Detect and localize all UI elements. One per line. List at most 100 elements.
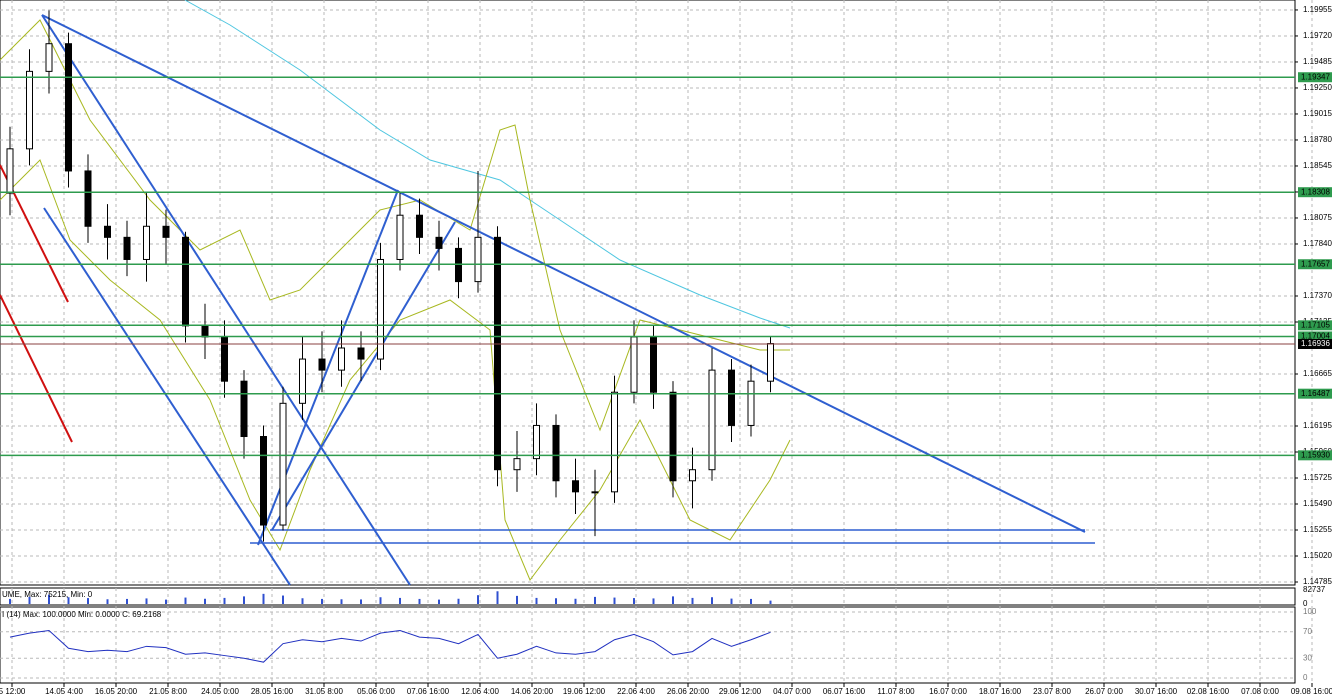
y-tick-label: 1.19250 [1303, 83, 1332, 92]
y-tick-label: 100 [1303, 607, 1317, 616]
candle-body [84, 170, 92, 227]
y-tick-label: 1.18780 [1303, 135, 1332, 144]
volume-bar [204, 598, 206, 604]
volume-bar [379, 597, 382, 604]
candle-body [513, 458, 521, 471]
x-tick-label: 06.07 16:00 [823, 687, 866, 696]
candle-body [708, 369, 716, 471]
volume-bar [516, 595, 518, 604]
volume-bar [340, 599, 343, 604]
volume-bar [730, 598, 733, 604]
level-label: 1.18308 [1301, 187, 1330, 196]
volume-bar [243, 596, 245, 604]
volume-bar [633, 598, 635, 604]
y-tick-label: 70 [1303, 627, 1312, 636]
level-label-box [1298, 388, 1332, 399]
candle-body [669, 391, 677, 482]
y-tick-label: 1.15255 [1303, 525, 1332, 534]
y-tick-label: 1.14785 [1303, 577, 1332, 586]
x-tick-label: 11.07 8:00 [877, 687, 915, 696]
candle-body [728, 369, 735, 426]
volume-bar [399, 597, 401, 604]
candle-body [26, 70, 33, 150]
trend-line [43, 207, 291, 586]
volume-bar [477, 595, 479, 604]
volume-bar [360, 599, 362, 604]
level-label-box [1298, 320, 1332, 331]
candle-body [435, 236, 443, 249]
volume-bar [48, 594, 50, 604]
x-tick-label: 16.05 20:00 [95, 687, 138, 696]
x-tick-label: 31.05 8:00 [305, 687, 343, 696]
volume-bar [165, 599, 167, 604]
x-tick-label: 07.08 0:00 [1241, 687, 1279, 696]
candle-body [45, 43, 53, 72]
x-tick-label: 22.06 4:00 [617, 687, 655, 696]
volume-bar [418, 598, 421, 604]
y-tick-label: 1.15490 [1303, 499, 1332, 508]
y-tick-label: 1.17370 [1303, 291, 1332, 300]
x-tick-label: 24.05 0:00 [201, 687, 239, 696]
candle-body [416, 214, 423, 238]
volume-bar [574, 598, 577, 604]
candle-body [318, 358, 326, 371]
volume-bar [184, 597, 187, 604]
x-tick-label: 28.05 16:00 [251, 687, 294, 696]
volume-bar [301, 598, 304, 604]
volume-bar [496, 591, 499, 604]
y-tick-label: 1.18075 [1303, 213, 1332, 222]
candle-body [650, 336, 657, 393]
candle-body [455, 247, 462, 283]
x-tick-label: 14.05 4:00 [45, 687, 83, 696]
candle-body [377, 258, 384, 360]
volume-bar [321, 598, 323, 604]
y-tick-label: 1.15020 [1303, 551, 1332, 560]
volume-bar [126, 598, 128, 604]
level-label: 1.17657 [1301, 259, 1330, 268]
volume-bar [282, 595, 284, 604]
level-label: 1.16487 [1301, 389, 1330, 398]
volume-bar [106, 599, 109, 604]
volume-bar [711, 597, 713, 604]
level-label: 1.19347 [1301, 72, 1330, 81]
x-tick-label: 26.06 20:00 [667, 687, 710, 696]
moving-average [184, 0, 791, 329]
y-tick-label: 1.18545 [1303, 161, 1332, 170]
candle-body [143, 225, 150, 260]
volume-bar [691, 597, 694, 604]
y-tick-label: 1.19015 [1303, 109, 1332, 118]
candle-body [630, 336, 638, 393]
volume-bar [87, 598, 89, 604]
volume-bar [262, 593, 265, 604]
x-tick-label: 05.06 0:00 [357, 687, 395, 696]
trend-line [41, 14, 1086, 533]
volume-bar [438, 599, 440, 604]
candle-body [767, 343, 774, 382]
candle-body [182, 236, 189, 327]
x-tick-label: 19.06 12:00 [563, 687, 606, 696]
last-price-box [1298, 339, 1332, 350]
x-tick-label: 07.06 16:00 [407, 687, 450, 696]
y-tick-label: 82737 [1303, 585, 1326, 594]
level-label-box [1298, 450, 1332, 461]
volume-bar [672, 596, 674, 604]
volume-bar [750, 598, 752, 604]
x-tick-label: 09.08 16:00 [1291, 687, 1332, 696]
x-tick-label: 04.07 0:00 [773, 687, 811, 696]
volume-bar [223, 597, 226, 604]
candle-body [689, 469, 696, 482]
candle-body [338, 347, 345, 371]
level-label-box [1298, 331, 1332, 342]
level-label-box [1298, 187, 1332, 198]
volume-bar [769, 600, 772, 604]
x-tick-label: 5 12:00 [0, 687, 26, 696]
candle-body [6, 148, 14, 194]
x-tick-label: 02.08 16:00 [1187, 687, 1230, 696]
volume-pane [0, 587, 1296, 606]
volume-bar [457, 598, 460, 604]
candle-body [260, 436, 267, 526]
candle-body [279, 402, 287, 526]
trend-line [271, 221, 456, 531]
volume-bar [145, 598, 148, 604]
y-tick-label: 1.19720 [1303, 31, 1332, 40]
